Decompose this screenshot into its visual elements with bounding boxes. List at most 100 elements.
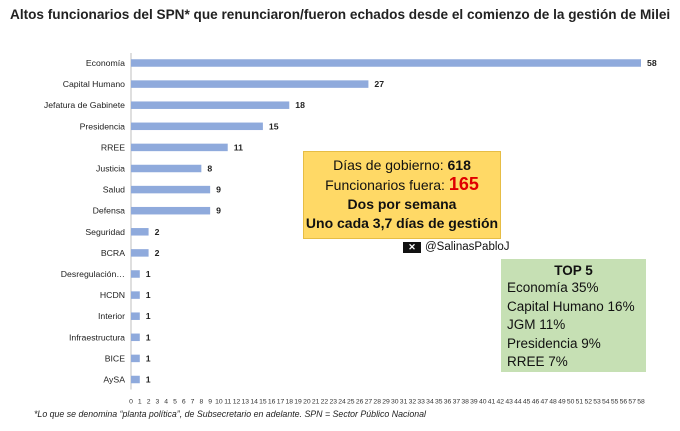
x-tick-label: 56 [620,399,628,406]
bar [131,164,202,173]
x-tick-label: 55 [611,399,619,406]
data-label: 18 [295,100,305,110]
data-label: 1 [146,332,151,342]
data-label: 1 [146,290,151,300]
x-tick-label: 36 [444,399,452,406]
x-tick-label: 22 [321,399,329,406]
x-tick-label: 9 [208,399,212,406]
chart-title: Altos funcionarios del SPN* que renuncia… [10,7,671,22]
data-label: 1 [146,353,151,363]
bar [131,270,140,278]
x-tick-label: 26 [356,399,364,406]
x-tick-label: 33 [417,399,425,406]
x-tick-label: 20 [303,399,311,406]
data-label: 9 [216,185,221,195]
bar [131,185,211,194]
days-line: Días de gobierno: 618 [304,156,500,175]
x-tick-label: 34 [426,399,434,406]
x-tick-label: 58 [637,399,645,406]
x-tick-label: 40 [479,399,487,406]
category-label: Interior [98,311,125,321]
x-tick-label: 41 [488,399,496,406]
x-tick-label: 11 [224,399,231,406]
x-tick-label: 39 [470,399,478,406]
bar [131,249,149,257]
bar [131,291,140,299]
data-label: 8 [207,164,212,174]
bar [131,143,228,152]
top5-box: TOP 5 Economía 35% Capital Humano 16% JG… [501,259,646,372]
top5-item: Economía 35% [507,280,599,295]
data-label: 11 [234,142,243,152]
x-tick-label: 17 [277,399,285,406]
top5-item: RREE 7% [507,354,568,369]
category-label: BICE [105,353,125,363]
x-tick-label: 25 [347,399,355,406]
x-tick-label: 45 [523,399,531,406]
twitter-handle: @SalinasPabloJ [425,241,510,253]
bar [131,59,641,67]
x-tick-label: 32 [409,399,417,406]
x-tick-label: 49 [558,399,566,406]
x-tick-label: 42 [497,399,505,406]
bar [131,101,290,109]
x-tick-label: 16 [268,399,276,406]
x-tick-label: 4 [164,399,168,406]
x-tick-label: 21 [312,399,320,406]
x-tick-label: 5 [173,399,177,406]
category-label: Presidencia [80,121,126,131]
category-label: Salud [103,185,125,195]
top5-heading: TOP 5 [554,263,593,278]
x-tick-label: 37 [453,399,461,406]
x-tick-label: 31 [400,399,408,406]
x-tick-label: 47 [540,399,548,406]
category-label: RREE [101,142,125,152]
bar [131,228,149,236]
twitter-credit: ✕ @SalinasPabloJ [403,241,510,253]
category-label: Justicia [96,164,125,174]
x-tick-label: 13 [242,399,250,406]
x-tick-label: 1 [138,399,142,406]
x-tick-label: 19 [294,399,302,406]
bar [131,206,211,215]
x-tick-label: 12 [233,399,241,406]
category-label: Economía [86,58,125,68]
data-label: 15 [269,121,279,131]
x-tick-label: 8 [199,399,203,406]
category-label: Jefatura de Gabinete [44,100,125,110]
x-tick-label: 7 [191,399,195,406]
x-tick-label: 18 [285,399,293,406]
x-tick-label: 35 [435,399,443,406]
data-label: 1 [146,375,151,385]
officials-value: 165 [448,174,479,194]
x-tick-label: 51 [576,399,584,406]
category-label: Seguridad [85,227,125,237]
x-tick-label: 14 [250,399,258,406]
category-label: Capital Humano [63,79,125,89]
data-label: 1 [146,311,151,321]
x-tick-label: 23 [329,399,337,406]
footnote: *Lo que se denomina “planta política”, d… [34,409,426,419]
x-tick-label: 27 [365,399,373,406]
bar [131,312,140,320]
x-tick-label: 54 [602,399,610,406]
category-label: Defensa [93,206,126,216]
officials-label: Funcionarios fuera: [325,177,449,193]
x-tick-label: 3 [155,399,159,406]
x-tick-label: 29 [382,399,390,406]
category-label: AySA [103,375,125,385]
officials-line: Funcionarios fuera: 165 [304,175,500,195]
per-days-line: Uno cada 3,7 días de gestión [305,215,499,231]
top5-item: Capital Humano 16% [507,298,635,314]
bar [131,80,369,88]
x-tick-label: 10 [215,399,223,406]
data-label: 1 [146,269,151,279]
data-label: 2 [155,248,160,258]
x-tick-label: 24 [338,399,346,406]
x-tick-label: 30 [391,399,399,406]
days-label: Días de gobierno: [333,157,448,173]
x-logo-icon: ✕ [403,241,421,253]
x-tick-label: 52 [584,399,592,406]
summary-box: Días de gobierno: 618 Funcionarios fuera… [303,151,501,239]
